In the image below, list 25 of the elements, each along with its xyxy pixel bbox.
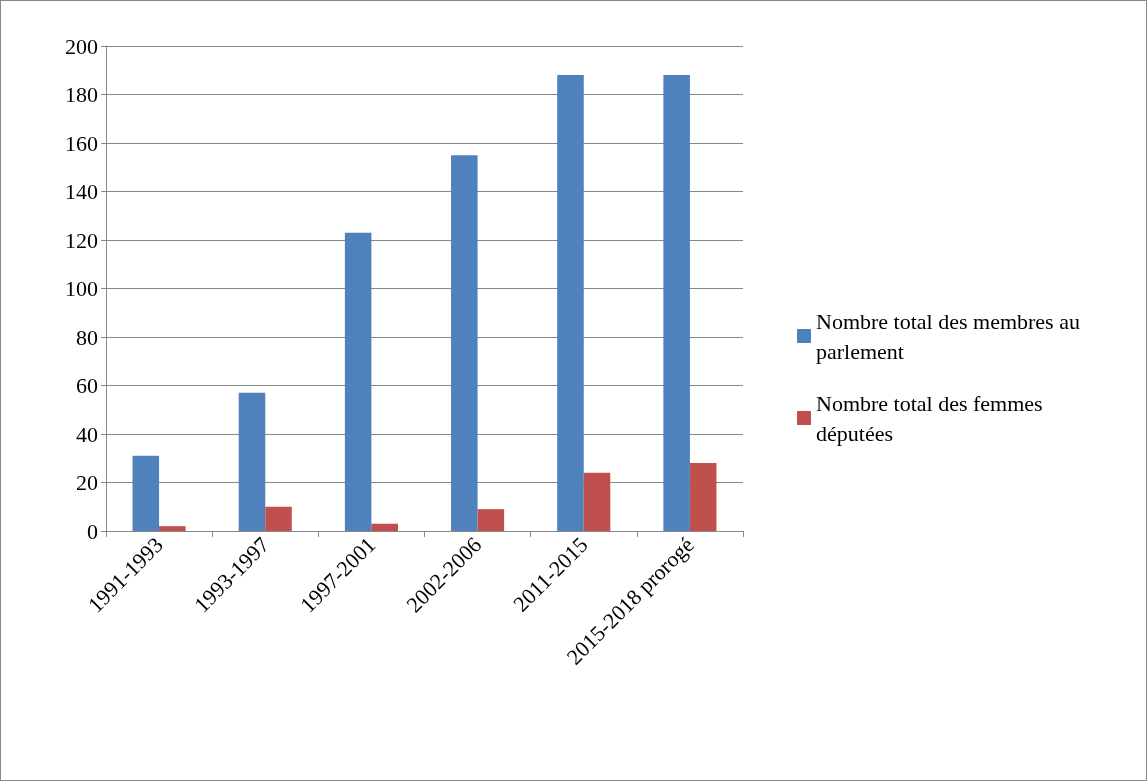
y-tick-label: 160 xyxy=(65,130,98,156)
bar xyxy=(557,75,584,531)
y-tick-label: 100 xyxy=(65,276,98,301)
bar xyxy=(477,509,505,531)
y-tick-label: 140 xyxy=(65,179,98,204)
bar xyxy=(238,392,266,531)
bar xyxy=(451,155,478,531)
bar xyxy=(371,523,398,531)
y-tick-label: 0 xyxy=(87,518,98,544)
bar xyxy=(344,232,372,531)
bar xyxy=(583,472,611,531)
y-tick-label: 120 xyxy=(65,227,98,253)
y-tick-label: 200 xyxy=(65,33,98,59)
y-tick-label: 60 xyxy=(76,373,98,398)
bar xyxy=(689,463,717,531)
bar xyxy=(663,75,690,531)
y-tick-label: 180 xyxy=(65,82,98,107)
y-tick-label: 80 xyxy=(76,324,98,350)
legend-label: Nombre total des femmes députées xyxy=(816,390,1049,446)
bar xyxy=(159,526,186,531)
bar xyxy=(132,455,160,531)
y-tick-label: 20 xyxy=(76,470,98,495)
legend-label: Nombre total des membres au parlement xyxy=(816,308,1086,364)
bar xyxy=(265,506,292,531)
y-tick-label: 40 xyxy=(76,421,98,447)
